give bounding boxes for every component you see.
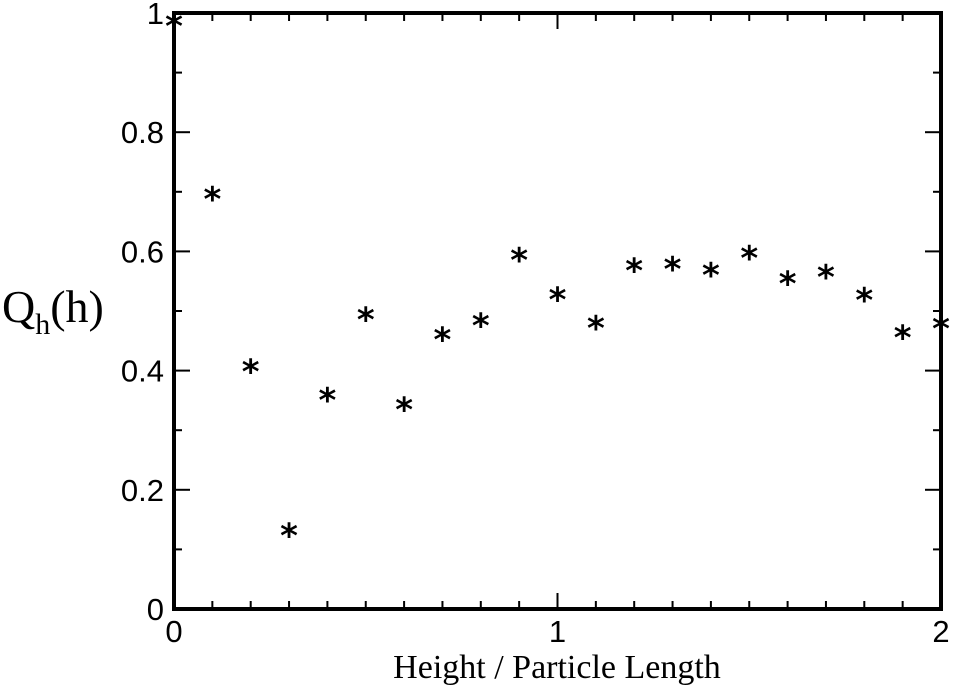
y-tick-label: 1: [147, 0, 164, 31]
y-axis-label-main: Q: [2, 281, 35, 332]
x-tick-label: 2: [932, 614, 949, 649]
data-point: *: [932, 310, 950, 350]
data-point: *: [319, 381, 337, 421]
data-point: *: [434, 320, 452, 360]
y-axis-label-tail: (h): [50, 281, 104, 332]
ticks: [173, 12, 942, 610]
y-axis-label-subscript: h: [35, 308, 50, 341]
x-axis-label: Height / Particle Length: [393, 649, 721, 686]
y-tick-label: 0.2: [121, 473, 164, 508]
y-tick-label: 0.4: [121, 354, 164, 389]
x-tick-label: 0: [165, 614, 182, 649]
data-point: *: [702, 256, 720, 296]
tick-labels: 0 1 2 0 0.2 0.4 0.6 0.8 1: [121, 0, 950, 649]
data-points: * * * * * * * * * * * * * * * * * * * * *: [165, 7, 950, 557]
data-point: *: [165, 7, 183, 47]
data-point: *: [472, 307, 490, 347]
data-point: *: [395, 391, 413, 431]
data-point: *: [625, 251, 643, 291]
data-point: *: [817, 258, 835, 298]
y-axis-label: Qh(h): [2, 281, 104, 341]
y-tick-label: 0.6: [121, 234, 164, 269]
data-point: *: [855, 281, 873, 321]
data-point: *: [779, 264, 797, 304]
data-point: *: [203, 180, 221, 220]
data-point: *: [242, 353, 260, 393]
data-point: *: [740, 239, 758, 279]
data-point: *: [510, 241, 528, 281]
data-point: *: [280, 517, 298, 557]
data-point: *: [587, 309, 605, 349]
data-point: *: [549, 280, 567, 320]
x-tick-label: 1: [549, 614, 566, 649]
y-tick-label: 0: [147, 592, 164, 627]
data-point: *: [357, 301, 375, 341]
data-point: *: [894, 319, 912, 359]
y-tick-label: 0.8: [121, 115, 164, 150]
data-point: *: [664, 250, 682, 290]
